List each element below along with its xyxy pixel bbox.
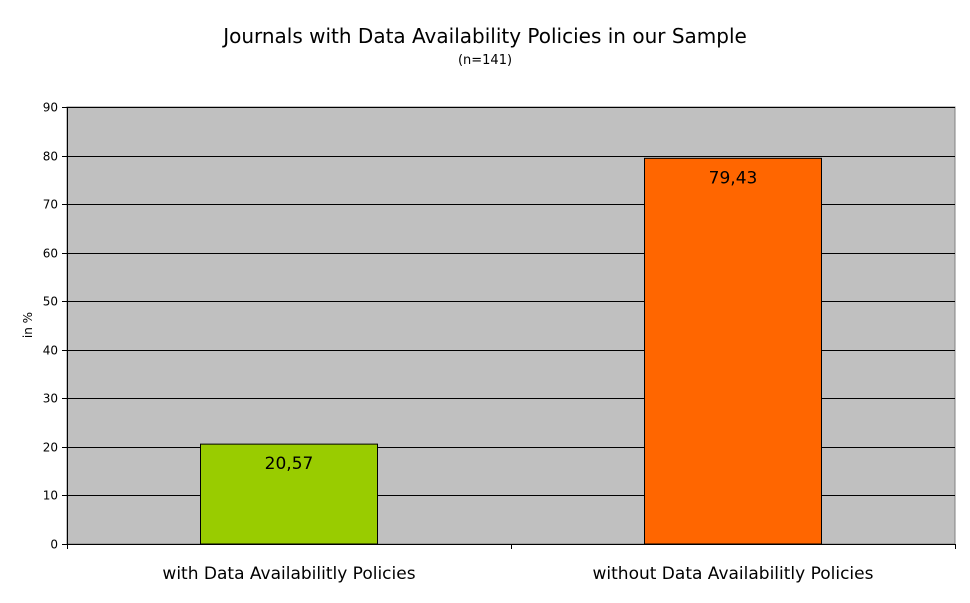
x-category-label: without Data Availabilitly Policies [593,564,874,584]
y-tick-label: 20 [43,441,58,455]
y-tick-label: 10 [43,489,58,503]
y-tick-label: 0 [50,538,58,552]
x-category-label: with Data Availabilitly Policies [162,564,415,584]
y-tick-label: 80 [43,150,58,164]
bars: 20,57 79,43 [200,157,822,545]
y-tick-label: 60 [43,247,58,261]
chart-subtitle: (n=141) [458,53,512,68]
y-tick-label: 90 [43,101,58,115]
y-tick-label: 30 [43,392,58,406]
y-tick-label: 40 [43,344,58,358]
y-axis-label: in % [21,312,35,338]
chart-title: Journals with Data Availability Policies… [221,24,747,48]
y-tick-label: 50 [43,295,58,309]
data-label: 20,57 [265,454,314,474]
axes: 0 10 20 30 40 50 60 70 80 90 with Data Availabilit… [43,101,956,584]
bar [644,157,822,545]
y-tick-label: 70 [43,198,58,212]
data-label: 79,43 [709,168,758,188]
